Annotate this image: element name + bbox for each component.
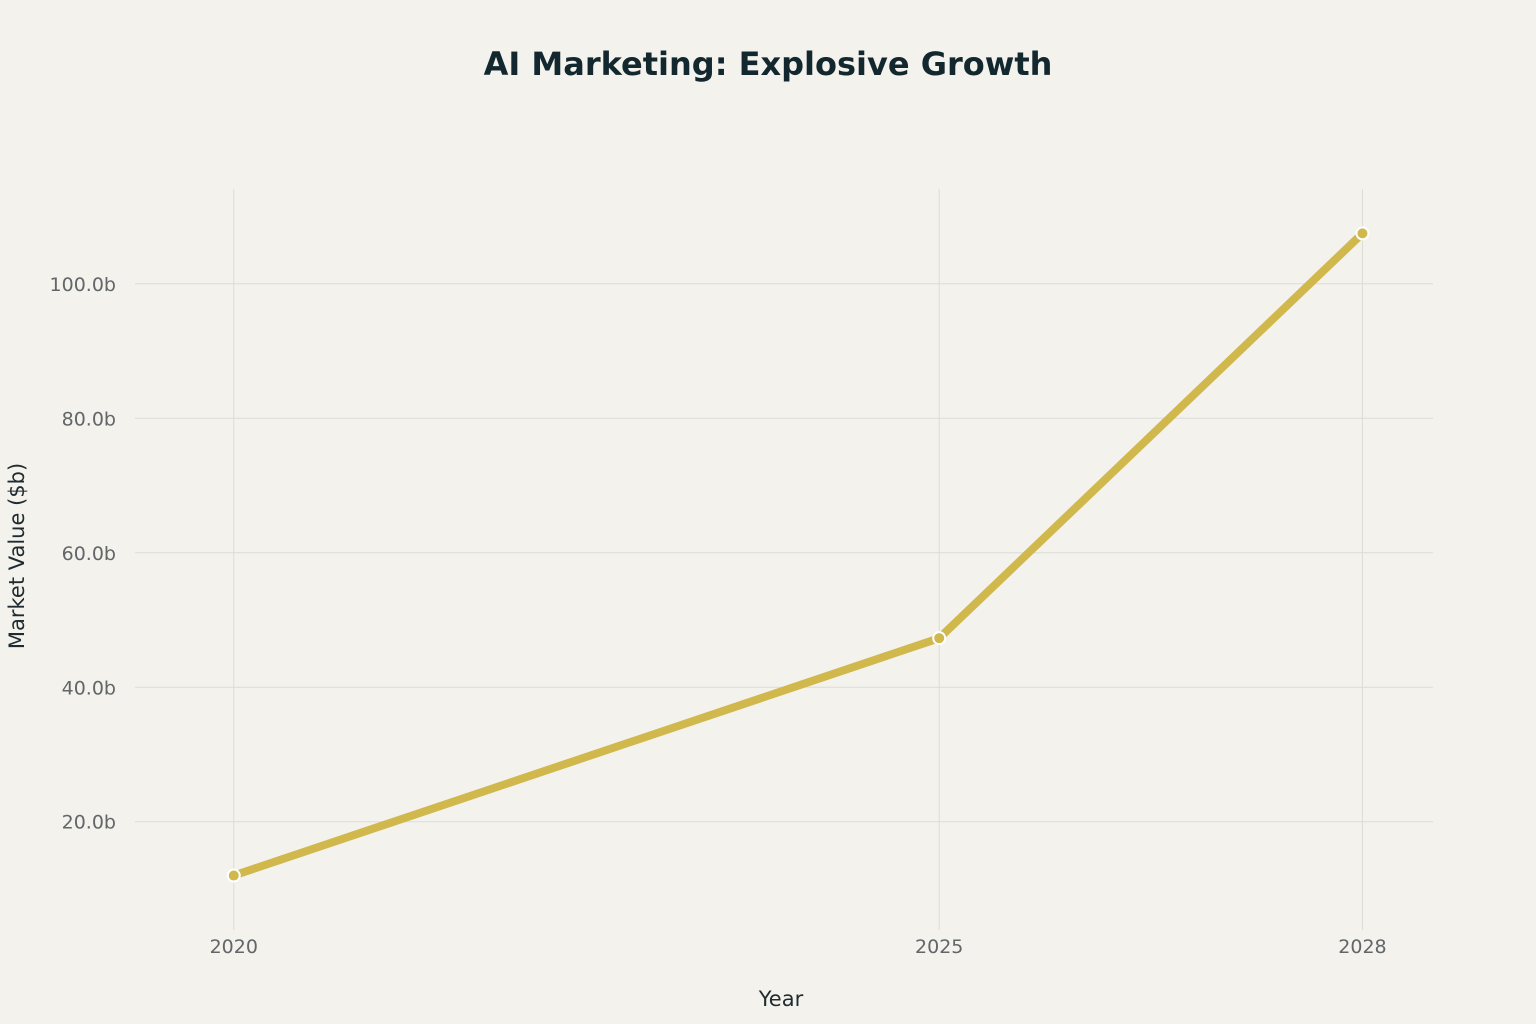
- y-axis-ticks: 20.0b 40.0b 60.0b 80.0b 100.0b: [50, 274, 116, 834]
- series-points: [226, 226, 1370, 883]
- x-axis-title: Year: [758, 987, 804, 1011]
- series-line-market-value: [229, 229, 1367, 880]
- data-point[interactable]: [1355, 226, 1370, 241]
- y-tick-label: 100.0b: [50, 274, 116, 296]
- data-point[interactable]: [932, 631, 947, 646]
- x-tick-label: 2025: [915, 936, 963, 958]
- data-point[interactable]: [226, 868, 241, 883]
- y-tick-label: 40.0b: [62, 677, 116, 699]
- y-tick-label: 80.0b: [62, 408, 116, 430]
- y-tick-label: 60.0b: [62, 543, 116, 565]
- x-tick-label: 2028: [1338, 936, 1386, 958]
- y-axis-title: Market Value ($b): [5, 463, 29, 649]
- y-tick-label: 20.0b: [62, 812, 116, 834]
- chart-title: AI Marketing: Explosive Growth: [484, 45, 1053, 83]
- x-tick-label: 2020: [210, 936, 258, 958]
- x-axis-ticks: 2020 2025 2028: [210, 936, 1387, 958]
- grid-layer: [135, 189, 1433, 930]
